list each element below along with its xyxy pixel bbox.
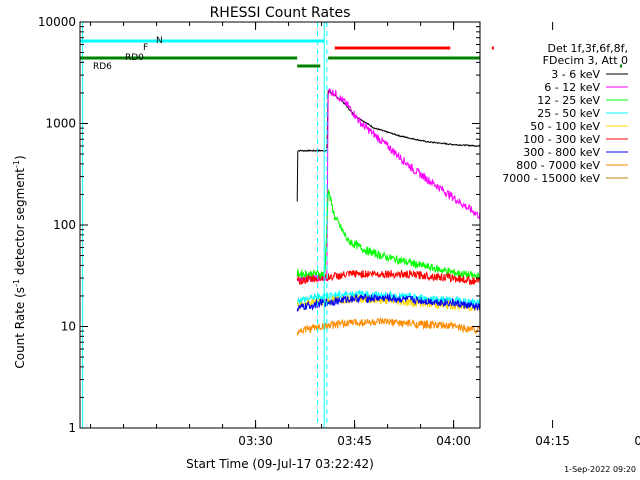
- legend-entry-label: 6 - 12 keV: [544, 81, 600, 94]
- y-tick-label: 1: [68, 421, 76, 435]
- legend-entry-label: 12 - 25 keV: [537, 94, 600, 107]
- legend-entry-label: 25 - 50 keV: [537, 107, 600, 120]
- flag-bar-f: [491, 46, 494, 50]
- x-tick-label: 04:30: [634, 434, 640, 448]
- y-tick-label: 100: [53, 218, 76, 232]
- x-tick-label: 03:45: [337, 434, 372, 448]
- legend-header-line: Det 1f,3f,6f,8f,: [547, 42, 628, 55]
- legend-entry-label: 3 - 6 keV: [551, 68, 600, 81]
- legend-entry-label: 7000 - 15000 keV: [502, 172, 600, 185]
- series-line-300-800-kev: [296, 292, 480, 312]
- flag-label-n: N: [156, 36, 163, 46]
- series-line-100-300-kev: [296, 268, 480, 286]
- series-line-12-25-kev: [296, 189, 480, 282]
- flag-bar-n: [80, 39, 325, 43]
- legend-entry-label: 50 - 100 keV: [530, 120, 600, 133]
- legend-entry-label: 800 - 7000 keV: [516, 159, 600, 172]
- chart-title: RHESSI Count Rates: [210, 5, 351, 21]
- flag-bar-rd0: [80, 56, 298, 60]
- flag-bar-f: [334, 46, 451, 50]
- legend-header-line: FDecim 3, Att 0: [543, 54, 628, 67]
- flag-bar-rd6: [619, 64, 622, 68]
- series-line-800-7000-kev: [296, 317, 480, 336]
- legend-entry-label: 300 - 800 keV: [523, 146, 600, 159]
- flag-label-rd6: RD6: [93, 62, 112, 72]
- plot-frame: [79, 21, 481, 429]
- timestamp: 1-Sep-2022 09:20: [564, 465, 636, 474]
- flag-bar-rd0: [328, 56, 480, 60]
- series-line-3-6-kev: [296, 89, 480, 202]
- x-tick-label: 04:15: [535, 434, 570, 448]
- x-tick-label: 03:30: [238, 434, 273, 448]
- x-tick-label: 04:00: [436, 434, 471, 448]
- y-tick-label: 1000: [45, 117, 76, 131]
- y-tick-label: 10000: [38, 15, 76, 29]
- flag-label-f: F: [143, 43, 148, 53]
- flag-bar-rd6: [297, 64, 321, 68]
- legend: Det 1f,3f,6f,8f,FDecim 3, Att 03 - 6 keV…: [502, 42, 628, 185]
- y-axis-label: Count Rate (s-1 detector segment-1): [12, 155, 27, 368]
- legend-entry-label: 100 - 300 keV: [523, 133, 600, 146]
- series-group: [296, 88, 480, 336]
- flag-label-rd0: RD0: [125, 53, 144, 63]
- series-line-6-12-kev: [296, 88, 480, 283]
- y-tick-label: 10: [61, 320, 76, 334]
- x-axis-label: Start Time (09-Jul-17 03:22:42): [186, 457, 374, 471]
